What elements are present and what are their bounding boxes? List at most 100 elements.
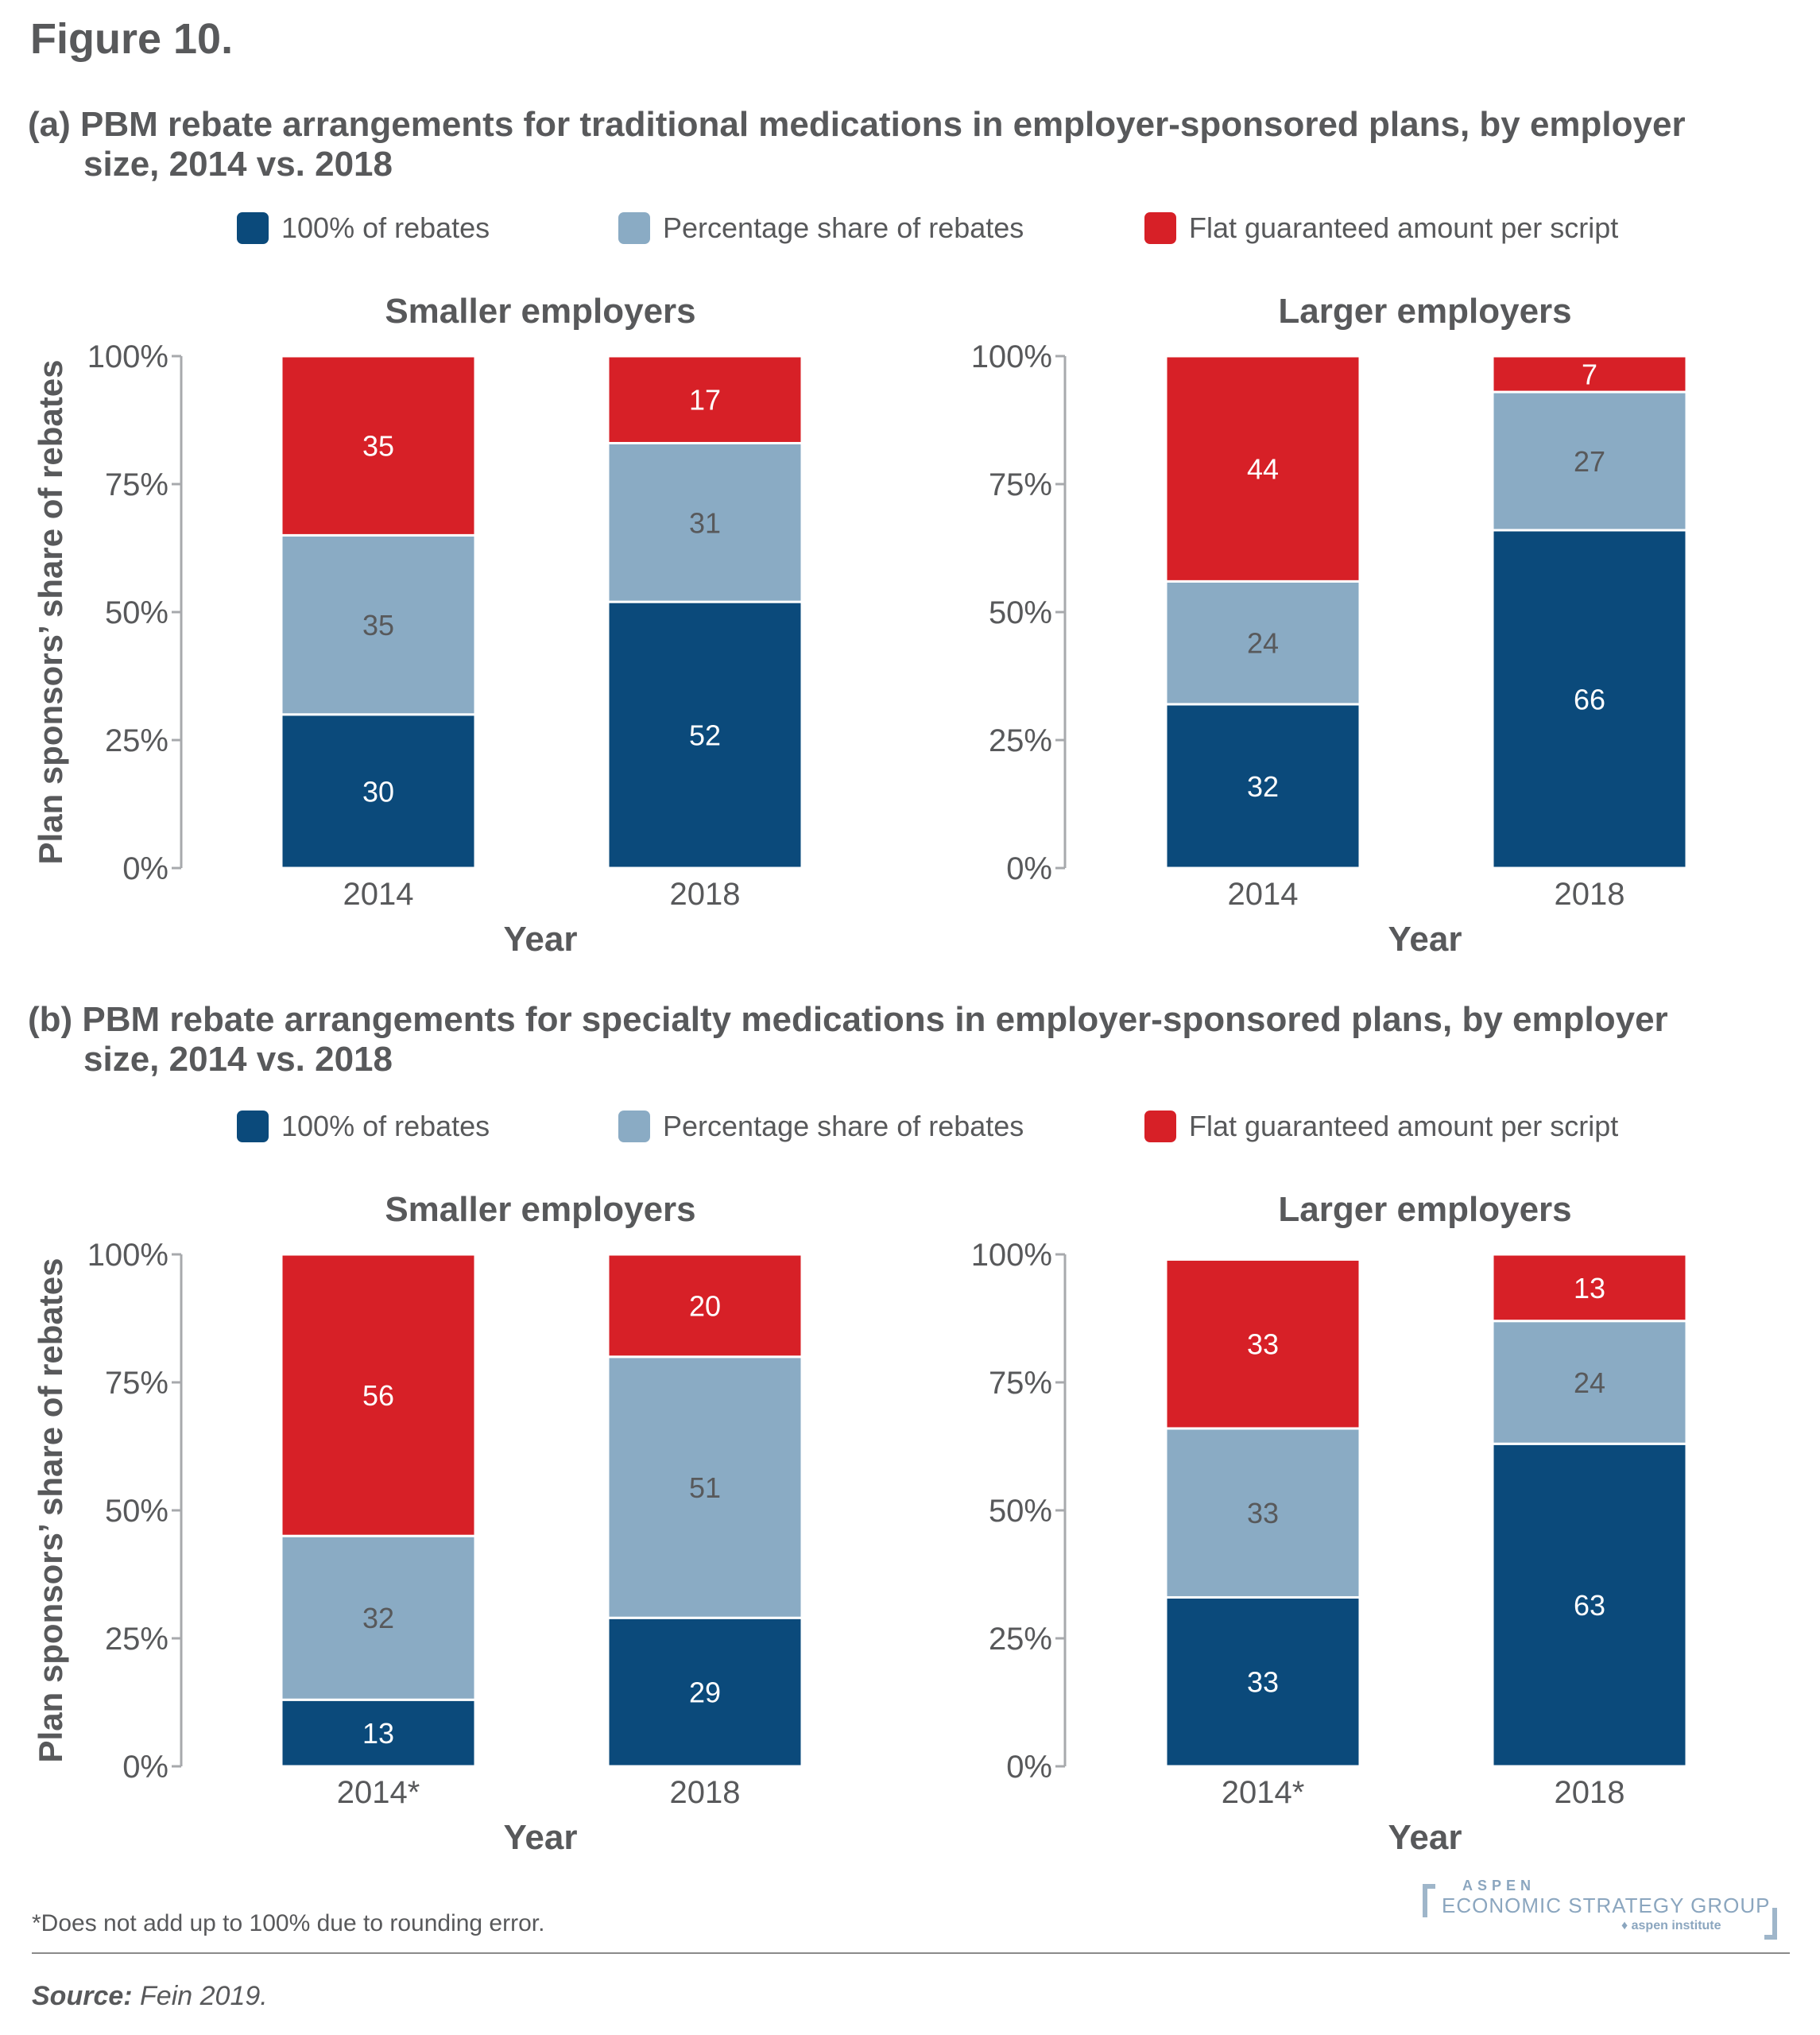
legend-swatch-full-rebates xyxy=(237,1111,269,1142)
y-tick-label: 0% xyxy=(1006,1750,1052,1785)
bar-value-label: 51 xyxy=(689,1471,721,1504)
legend-label: Percentage share of rebates xyxy=(663,211,1024,244)
bar-segment-percentage-share xyxy=(606,1355,804,1619)
bar-segment-percentage-share xyxy=(280,1534,477,1701)
panel-b-title-line2: size, 2014 vs. 2018 xyxy=(83,1040,393,1079)
x-axis-label: Year xyxy=(1388,920,1462,959)
aspen-leaf-icon: ♦ xyxy=(1621,1919,1628,1932)
legend-label: Percentage share of rebates xyxy=(663,1110,1024,1142)
bar-value-label: 52 xyxy=(689,719,721,752)
subplot-smaller-employers: Smaller employers 0% 25% 50% 75% 100% Plan spo… xyxy=(32,292,804,959)
bar-value-label: 17 xyxy=(689,384,721,417)
bar-value-label: 66 xyxy=(1574,683,1605,715)
y-tick-label: 75% xyxy=(105,467,168,502)
logo-bracket-icon xyxy=(1764,1908,1777,1940)
x-tick-label: 2014 xyxy=(1228,877,1299,912)
legend-item-full-rebates: 100% of rebates xyxy=(237,211,490,245)
legend-label: Flat guaranteed amount per script xyxy=(1189,211,1619,244)
legend-swatch-percentage-share xyxy=(618,1111,650,1142)
panel-a-legend: 100% of rebates Percentage share of reba… xyxy=(0,211,1820,259)
bar-value-label: 44 xyxy=(1247,453,1279,486)
legend-swatch-percentage-share xyxy=(618,212,650,244)
bar-segment-full-rebates xyxy=(280,713,477,870)
source-text: Fein 2019. xyxy=(132,1981,268,2011)
bar-segment-percentage-share xyxy=(1164,579,1361,706)
y-tick-label: 100% xyxy=(971,1238,1052,1273)
legend-swatch-full-rebates xyxy=(237,212,269,244)
panel-a-title-line1: (a) PBM rebate arrangements for traditio… xyxy=(28,105,1686,144)
bar-segment-full-rebates xyxy=(1164,1595,1361,1768)
bar-value-label: 63 xyxy=(1574,1589,1605,1622)
bar-segment-flat-guaranteed xyxy=(1491,1253,1688,1323)
bar-segment-flat-guaranteed xyxy=(1491,355,1688,393)
bar-value-label: 31 xyxy=(689,506,721,539)
legend-label: 100% of rebates xyxy=(281,1110,490,1142)
y-tick-label: 100% xyxy=(971,339,1052,374)
bar-value-label: 35 xyxy=(362,430,394,463)
subplot-larger-employers: Larger employers 0% 25% 50% 75% 100% 32 24 44 201… xyxy=(971,292,1688,959)
x-tick-label: 2018 xyxy=(670,877,741,912)
subplot-smaller-employers: Smaller employers 0% 25% 50% 75% 100% Plan spo… xyxy=(32,1190,804,1857)
y-tick-label: 50% xyxy=(105,1494,168,1529)
bar-value-label: 27 xyxy=(1574,445,1605,478)
subplot-title: Smaller employers xyxy=(385,1190,695,1229)
y-tick-label: 100% xyxy=(87,1238,168,1273)
panel-b-chart: Smaller employers 0% 25% 50% 75% 100% Plan spo… xyxy=(32,1190,1688,1857)
bar-segment-flat-guaranteed xyxy=(280,355,477,537)
subplot-title: Larger employers xyxy=(1278,1190,1571,1229)
bar-value-label: 35 xyxy=(362,609,394,642)
bar-segment-flat-guaranteed xyxy=(606,355,804,444)
aspen-esg-logo: ASPEN ECONOMIC STRATEGY GROUP ♦ aspen in… xyxy=(1423,1878,1788,1941)
legend-label: Flat guaranteed amount per script xyxy=(1189,1110,1619,1142)
y-tick-label: 25% xyxy=(989,1622,1052,1657)
y-tick-label: 75% xyxy=(989,467,1052,502)
y-tick-label: 0% xyxy=(122,851,168,886)
panel-b-legend: 100% of rebates Percentage share of reba… xyxy=(0,1110,1820,1157)
y-tick-label: 50% xyxy=(105,595,168,630)
panel-a-title: (a) PBM rebate arrangements for traditio… xyxy=(28,105,1792,184)
bar-segment-flat-guaranteed xyxy=(1164,355,1361,583)
panel-b-title: (b) PBM rebate arrangements for specialt… xyxy=(28,1000,1792,1080)
x-tick-label: 2014* xyxy=(337,1775,420,1810)
bar-value-label: 33 xyxy=(1247,1328,1279,1361)
logo-line2: ECONOMIC STRATEGY GROUP xyxy=(1442,1894,1771,1917)
y-tick-label: 75% xyxy=(105,1366,168,1401)
legend-item-full-rebates: 100% of rebates xyxy=(237,1110,490,1143)
x-tick-label: 2018 xyxy=(1555,1775,1625,1810)
legend-label: 100% of rebates xyxy=(281,211,490,244)
bar-segment-full-rebates xyxy=(1491,1442,1688,1768)
y-tick-label: 0% xyxy=(122,1750,168,1785)
footnote: *Does not add up to 100% due to rounding… xyxy=(32,1910,545,1936)
logo-line3: ♦ aspen institute xyxy=(1621,1919,1721,1933)
y-tick-label: 75% xyxy=(989,1366,1052,1401)
y-tick-label: 50% xyxy=(989,1494,1052,1529)
bar-value-label: 33 xyxy=(1247,1666,1279,1699)
bar-segment-full-rebates xyxy=(280,1698,477,1768)
y-tick-label: 25% xyxy=(105,1622,168,1657)
source-label: Source: xyxy=(32,1981,133,2011)
bar-segment-percentage-share xyxy=(1491,390,1688,532)
figure-title: Figure 10. xyxy=(30,15,234,63)
legend-swatch-flat-guaranteed xyxy=(1144,212,1176,244)
bar-value-label: 32 xyxy=(1247,770,1279,803)
bar-segment-full-rebates xyxy=(1491,529,1688,870)
y-tick-label: 50% xyxy=(989,595,1052,630)
subplot-title: Smaller employers xyxy=(385,292,695,331)
bar-segment-flat-guaranteed xyxy=(280,1253,477,1537)
y-tick-label: 0% xyxy=(1006,851,1052,886)
x-axis-label: Year xyxy=(1388,1818,1462,1857)
logo-line3-text: aspen institute xyxy=(1631,1919,1721,1932)
x-tick-label: 2018 xyxy=(670,1775,741,1810)
panel-a-title-line2: size, 2014 vs. 2018 xyxy=(83,145,393,184)
bar-segment-full-rebates xyxy=(606,1616,804,1768)
bar-value-label: 20 xyxy=(689,1289,721,1322)
logo-bracket-icon xyxy=(1423,1884,1435,1917)
y-axis-label: Plan sponsors’ share of rebates xyxy=(32,1258,69,1763)
y-tick-label: 25% xyxy=(989,723,1052,758)
x-tick-label: 2014 xyxy=(343,877,414,912)
y-tick-label: 25% xyxy=(105,723,168,758)
subplot-larger-employers: Larger employers 0% 25% 50% 75% 100% 33 33 33 201… xyxy=(971,1190,1688,1857)
y-tick-label: 100% xyxy=(87,339,168,374)
x-axis-label: Year xyxy=(504,920,578,959)
y-axis-label: Plan sponsors’ share of rebates xyxy=(32,360,69,865)
